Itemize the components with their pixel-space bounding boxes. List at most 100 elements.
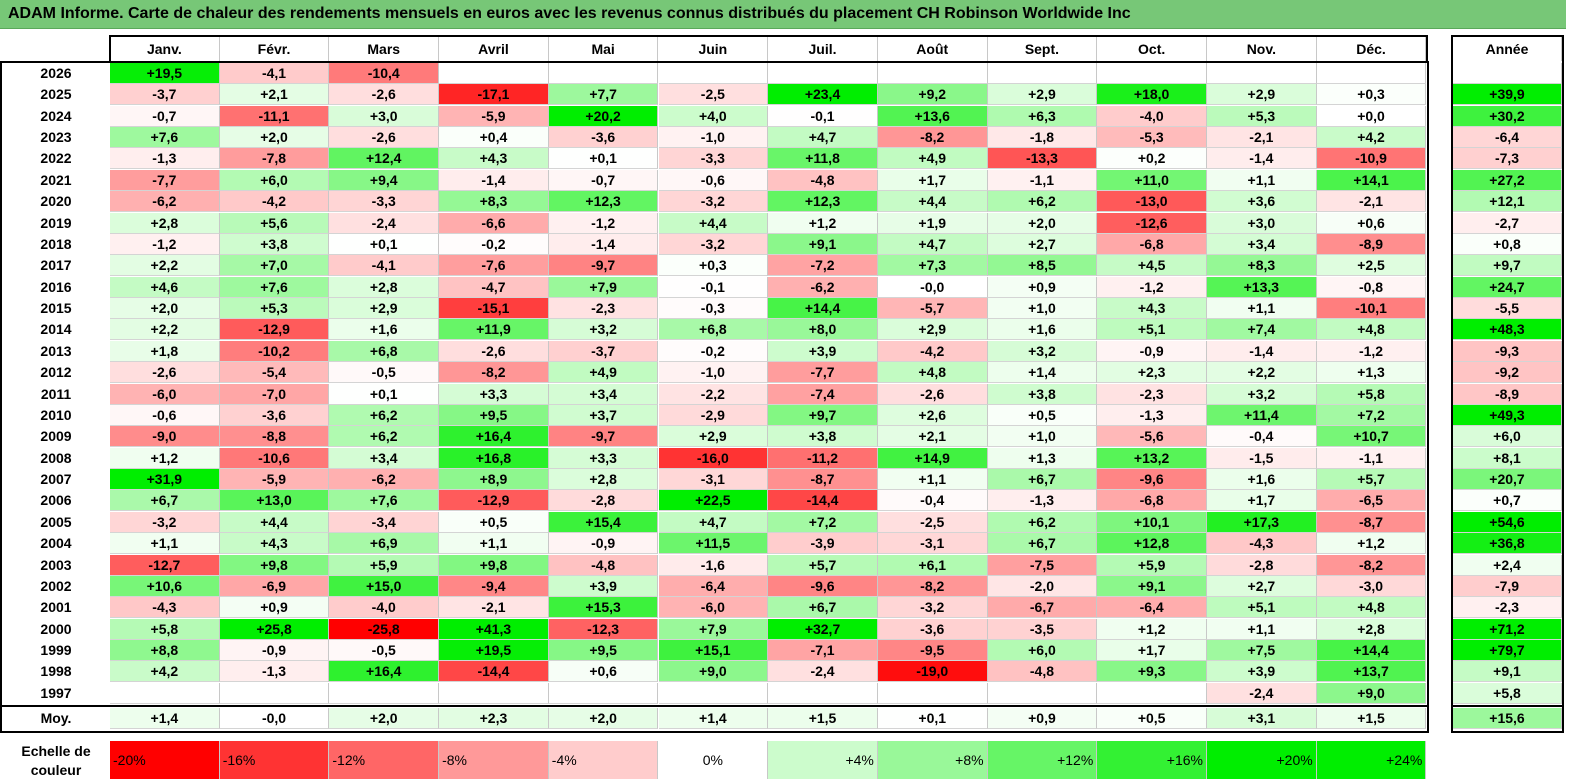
heatmap-cell: -2,4: [329, 212, 440, 234]
year-total-cell: -9,3: [1453, 340, 1562, 362]
heatmap-cell: [877, 63, 988, 84]
heatmap-cell: +6,2: [987, 191, 1098, 213]
heatmap-cell: +2,3: [1097, 362, 1207, 384]
year-label: 2024: [40, 107, 72, 124]
year-label: 2012: [40, 364, 72, 381]
heatmap-cell: -4,1: [329, 255, 440, 277]
heatmap-cell: +4,3: [219, 533, 330, 555]
month-header: Mars: [329, 37, 440, 61]
heatmap-cell: +6,7: [110, 490, 220, 512]
year-label: 2022: [40, 150, 72, 167]
heatmap-cell: [987, 63, 1098, 84]
heatmap-cell: -5,7: [877, 298, 988, 320]
heatmap-cell: -2,1: [1316, 191, 1427, 213]
heatmap-cell: +8,9: [439, 469, 549, 491]
heatmap-cell: -0,4: [1207, 426, 1317, 448]
heatmap-cell: -3,0: [1316, 575, 1427, 597]
heatmap-cell: +3,8: [219, 233, 330, 255]
heatmap-cell: +14,9: [877, 447, 988, 469]
heatmap-cell: +6,8: [329, 340, 440, 362]
heatmap-cell: +3,7: [548, 404, 659, 426]
heatmap-cell: -0,9: [1097, 340, 1207, 362]
heatmap-cell: +5,7: [768, 554, 878, 576]
heatmap-cell: -8,7: [768, 469, 878, 491]
heatmap-cell: +0,6: [548, 661, 659, 683]
color-scale-stop: +24%: [1316, 741, 1427, 779]
heatmap-cell: -2,8: [548, 490, 659, 512]
heatmap-cell: -12,6: [1097, 212, 1207, 234]
heatmap-cell: +4,2: [110, 661, 220, 683]
heatmap-cell: +3,4: [548, 383, 659, 405]
heatmap-cell: +4,4: [658, 212, 769, 234]
heatmap-cell: [987, 682, 1098, 704]
heatmap-cell: +10,7: [1316, 426, 1427, 448]
heatmap-cell: [768, 682, 878, 704]
heatmap-cell: -7,6: [439, 255, 549, 277]
heatmap-cell: -0,2: [658, 340, 769, 362]
year-total-cell: +12,1: [1453, 191, 1562, 213]
year-total-cell: -2,3: [1453, 597, 1562, 619]
heatmap-cell: +15,0: [329, 575, 440, 597]
color-scale-stop: 0%: [658, 741, 769, 779]
heatmap-cell: -0,7: [110, 105, 220, 127]
heatmap-cell: -3,2: [877, 597, 988, 619]
year-label: 2001: [40, 599, 72, 616]
heatmap-cell: +4,7: [877, 233, 988, 255]
year-total-cell: +24,7: [1453, 276, 1562, 298]
heatmap-cell: +4,4: [219, 511, 330, 533]
heatmap-cell: -8,7: [1316, 511, 1427, 533]
heatmap-cell: +8,0: [768, 319, 878, 341]
heatmap-cell: -0,4: [877, 490, 988, 512]
year-label: 2002: [40, 577, 72, 594]
avg-cell: +1,4: [110, 708, 220, 729]
heatmap-cell: +3,0: [329, 105, 440, 127]
page-title: ADAM Informe. Carte de chaleur des rende…: [8, 5, 1131, 22]
heatmap-cell: +12,3: [548, 191, 659, 213]
year-label: 2005: [40, 513, 72, 530]
heatmap-cell: -6,0: [110, 383, 220, 405]
heatmap-cell: -4,3: [110, 597, 220, 619]
heatmap-cell: +9,5: [548, 639, 659, 661]
heatmap-cell: +5,6: [219, 212, 330, 234]
avg-year-cell: +15,6: [1453, 708, 1562, 729]
avg-separator: [0, 705, 1429, 707]
heatmap-cell: -8,2: [877, 127, 988, 149]
heatmap-cell: -0,5: [329, 362, 440, 384]
month-header: Janv.: [110, 37, 220, 61]
heatmap-cell: -3,4: [329, 511, 440, 533]
heatmap-cell: -1,5: [1207, 447, 1317, 469]
heatmap-cell: -5,9: [439, 105, 549, 127]
heatmap-cell: -7,7: [110, 169, 220, 191]
heatmap-cell: +1,7: [1207, 490, 1317, 512]
heatmap-cell: +6,7: [768, 597, 878, 619]
heatmap-cell: -6,0: [658, 597, 769, 619]
year-total-cell: -6,4: [1453, 127, 1562, 149]
heatmap-cell: -1,3: [110, 148, 220, 170]
avg-cell: +1,4: [658, 708, 769, 729]
heatmap-cell: +8,3: [439, 191, 549, 213]
heatmap-cell: -8,2: [439, 362, 549, 384]
heatmap-cell: -1,2: [1097, 276, 1207, 298]
heatmap-cell: +9,7: [768, 404, 878, 426]
heatmap-cell: -9,5: [877, 639, 988, 661]
heatmap-cell: +5,1: [1207, 597, 1317, 619]
month-header: Juin: [658, 37, 769, 61]
heatmap-cell: +5,8: [1316, 383, 1427, 405]
heatmap-cell: +9,4: [329, 169, 440, 191]
heatmap-cell: -4,3: [1207, 533, 1317, 555]
heatmap-cell: +10,1: [1097, 511, 1207, 533]
heatmap-cell: +1,1: [1207, 298, 1317, 320]
heatmap-cell: +4,4: [877, 191, 988, 213]
heatmap-cell: [658, 63, 769, 84]
heatmap-cell: -1,4: [1207, 148, 1317, 170]
heatmap-cell: +6,3: [987, 105, 1098, 127]
heatmap-cell: +1,1: [1207, 169, 1317, 191]
year-label: 1997: [40, 684, 72, 701]
heatmap-cell: +2,8: [548, 469, 659, 491]
heatmap-cell: -2,9: [658, 404, 769, 426]
heatmap-cell: +2,0: [219, 127, 330, 149]
heatmap-cell: +3,3: [548, 447, 659, 469]
heatmap-cell: +15,1: [658, 639, 769, 661]
heatmap-cell: -12,7: [110, 554, 220, 576]
year-label: 2014: [40, 321, 72, 338]
